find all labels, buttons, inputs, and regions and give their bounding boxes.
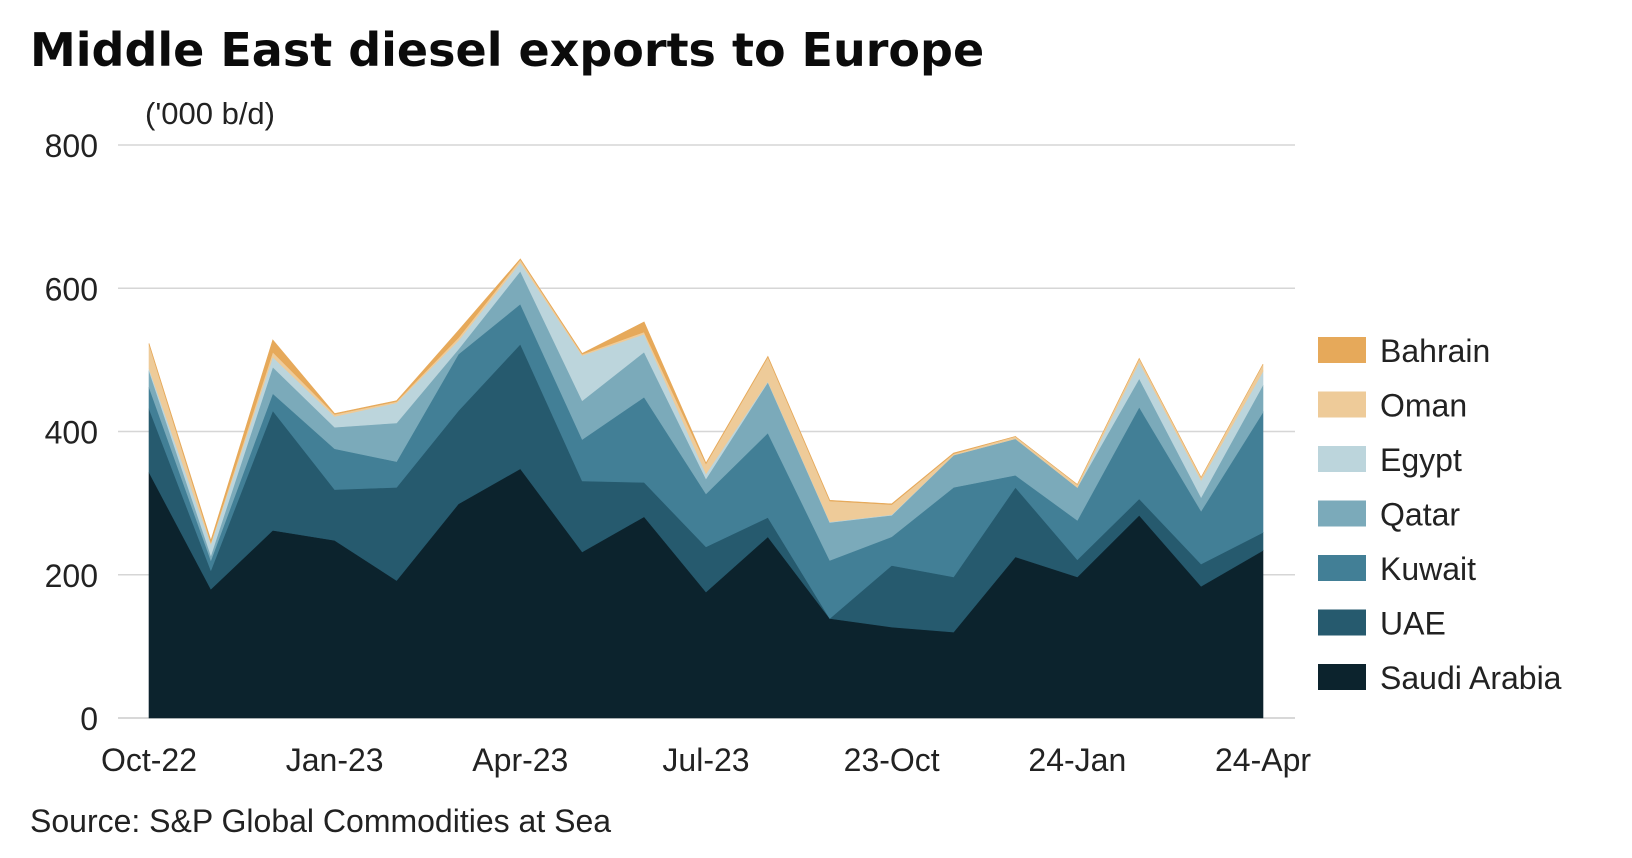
legend-swatch-saudi-arabia (1318, 664, 1366, 690)
x-tick-label: 23-Oct (844, 742, 940, 778)
y-axis-unit-label: ('000 b/d) (145, 96, 275, 131)
legend-label-qatar: Qatar (1380, 497, 1460, 533)
legend-label-saudi-arabia: Saudi Arabia (1380, 660, 1562, 696)
area-series (148, 258, 1264, 719)
x-tick-label: Oct-22 (101, 742, 197, 778)
legend-swatch-oman (1318, 391, 1366, 418)
legend-label-oman: Oman (1380, 388, 1467, 424)
legend-swatch-uae (1318, 609, 1366, 636)
chart-title: Middle East diesel exports to Europe (30, 23, 984, 77)
legend-label-kuwait: Kuwait (1380, 551, 1476, 587)
y-tick-label: 400 (45, 415, 98, 451)
legend: Bahrain Oman Egypt Qatar Kuwait UAE Saudi Arab… (1318, 333, 1562, 696)
legend-label-egypt: Egypt (1380, 442, 1462, 478)
x-tick-label: Apr-23 (472, 742, 568, 778)
legend-swatch-egypt (1318, 446, 1366, 472)
area-bahrain (148, 258, 1264, 544)
x-axis-ticks: Oct-22 Jan-23 Apr-23 Jul-23 23-Oct 24-Jan 24-A… (101, 742, 1311, 778)
x-tick-label: Jan-23 (286, 742, 384, 778)
y-axis-ticks: 0 200 400 600 800 (45, 128, 98, 737)
x-tick-label: 24-Jan (1028, 742, 1126, 778)
source-note: Source: S&P Global Commodities at Sea (30, 803, 611, 839)
legend-swatch-kuwait (1318, 555, 1366, 581)
x-tick-label: Jul-23 (662, 742, 749, 778)
legend-swatch-bahrain (1318, 337, 1366, 363)
y-tick-label: 600 (45, 271, 98, 307)
y-tick-label: 800 (45, 128, 98, 164)
x-tick-label: 24-Apr (1215, 742, 1311, 778)
y-tick-label: 0 (80, 701, 98, 737)
y-tick-label: 200 (45, 558, 98, 594)
legend-label-uae: UAE (1380, 606, 1446, 642)
legend-swatch-qatar (1318, 500, 1366, 527)
legend-label-bahrain: Bahrain (1380, 333, 1490, 369)
